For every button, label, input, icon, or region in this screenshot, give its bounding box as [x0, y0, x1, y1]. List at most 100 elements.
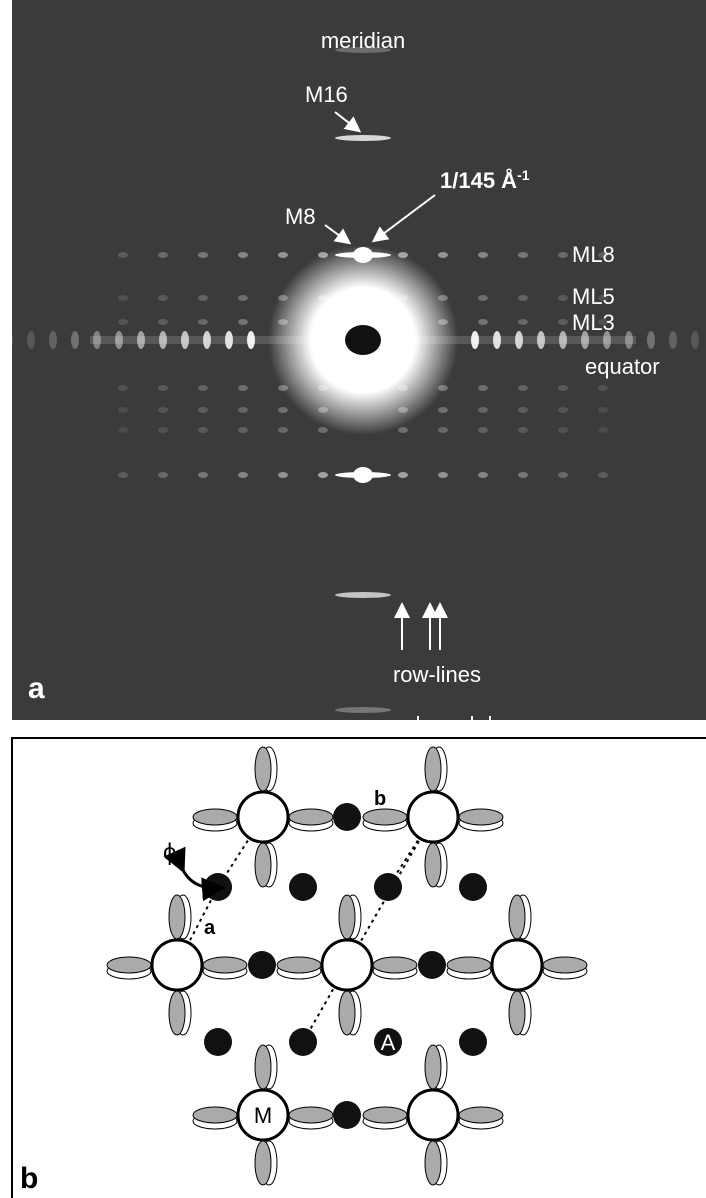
lobe: [424, 746, 442, 792]
lobe: [362, 808, 408, 826]
spot: [278, 252, 288, 258]
actin-filament: [418, 951, 446, 979]
spot: [518, 472, 528, 478]
lobe: [338, 894, 356, 940]
spot: [478, 319, 488, 325]
spot: [118, 385, 128, 391]
label-phi: ϕ: [163, 839, 176, 866]
lobe: [288, 808, 334, 826]
spot: [71, 331, 79, 349]
spot: [478, 385, 488, 391]
actin-filament: [459, 1028, 487, 1056]
spot: [225, 331, 233, 349]
lobe: [254, 842, 272, 888]
spot: [478, 472, 488, 478]
spot: [537, 331, 545, 349]
spot: [647, 331, 655, 349]
spot: [181, 331, 189, 349]
spot: [518, 319, 528, 325]
spot: [438, 407, 448, 413]
actin-filament: [374, 873, 402, 901]
spot: [471, 331, 479, 349]
actin-filament: [459, 873, 487, 901]
label-equator: equator: [585, 354, 660, 379]
actin-filament: [289, 873, 317, 901]
spot: [158, 319, 168, 325]
spot: [158, 385, 168, 391]
spacing-text: 1/145 Å: [440, 167, 517, 193]
spot: [238, 427, 248, 433]
spot: [478, 427, 488, 433]
spot: [158, 472, 168, 478]
spot: [118, 472, 128, 478]
spacing-sup: -1: [517, 167, 530, 183]
lobe: [508, 894, 526, 940]
spot: [518, 252, 528, 258]
lobe: [508, 990, 526, 1036]
spot: [581, 331, 589, 349]
meridional-reflection: [335, 47, 391, 53]
lobe: [372, 956, 418, 974]
beam-stop: [345, 325, 381, 355]
spot: [238, 252, 248, 258]
spot: [438, 427, 448, 433]
spot: [598, 407, 608, 413]
spot: [238, 319, 248, 325]
spot: [558, 407, 568, 413]
spot: [203, 331, 211, 349]
spot: [118, 295, 128, 301]
spot: [558, 385, 568, 391]
spot: [558, 472, 568, 478]
lobe: [192, 808, 238, 826]
spot: [158, 295, 168, 301]
label-meridian: meridian: [321, 28, 405, 53]
spot: [238, 295, 248, 301]
spot: [691, 331, 699, 349]
spot: [278, 472, 288, 478]
lobe: [338, 990, 356, 1036]
actin-filament: [374, 1028, 402, 1056]
spot: [118, 427, 128, 433]
spot: [158, 252, 168, 258]
phi-arrow: [163, 846, 226, 902]
row-line-arrows: [394, 602, 448, 650]
spot: [398, 472, 408, 478]
arrow-spacing: [371, 194, 436, 243]
spot: [598, 472, 608, 478]
diffraction-spots: [5, 47, 699, 713]
spot: [438, 252, 448, 258]
label-ml3: ML3: [572, 310, 615, 335]
spot: [318, 472, 328, 478]
myosin-filament: [406, 790, 460, 844]
spot: [198, 295, 208, 301]
meridional-reflection: [335, 707, 391, 713]
spot: [559, 331, 567, 349]
myosin-filament: [150, 938, 204, 992]
spot: [158, 407, 168, 413]
actin-filament: [204, 1028, 232, 1056]
lobe: [168, 894, 186, 940]
lobe: [288, 1106, 334, 1124]
panel-label-a: a: [28, 672, 45, 705]
spot: [438, 472, 448, 478]
spot: [118, 407, 128, 413]
meridional-reflection: [335, 592, 391, 598]
ticks: [417, 716, 491, 736]
lobe: [458, 808, 504, 826]
actin-filament: [248, 951, 276, 979]
spot: [198, 472, 208, 478]
spot: [625, 331, 633, 349]
spot: [478, 252, 488, 258]
myosin-filament: [236, 790, 290, 844]
spot: [238, 407, 248, 413]
arrow-m8: [324, 224, 352, 245]
label-spacing: 1/145 Å-1: [440, 167, 530, 193]
lobe: [446, 956, 492, 974]
spot: [198, 407, 208, 413]
spot: [118, 252, 128, 258]
spot: [93, 331, 101, 349]
spot: [478, 295, 488, 301]
label-a-axis: a: [204, 917, 216, 939]
